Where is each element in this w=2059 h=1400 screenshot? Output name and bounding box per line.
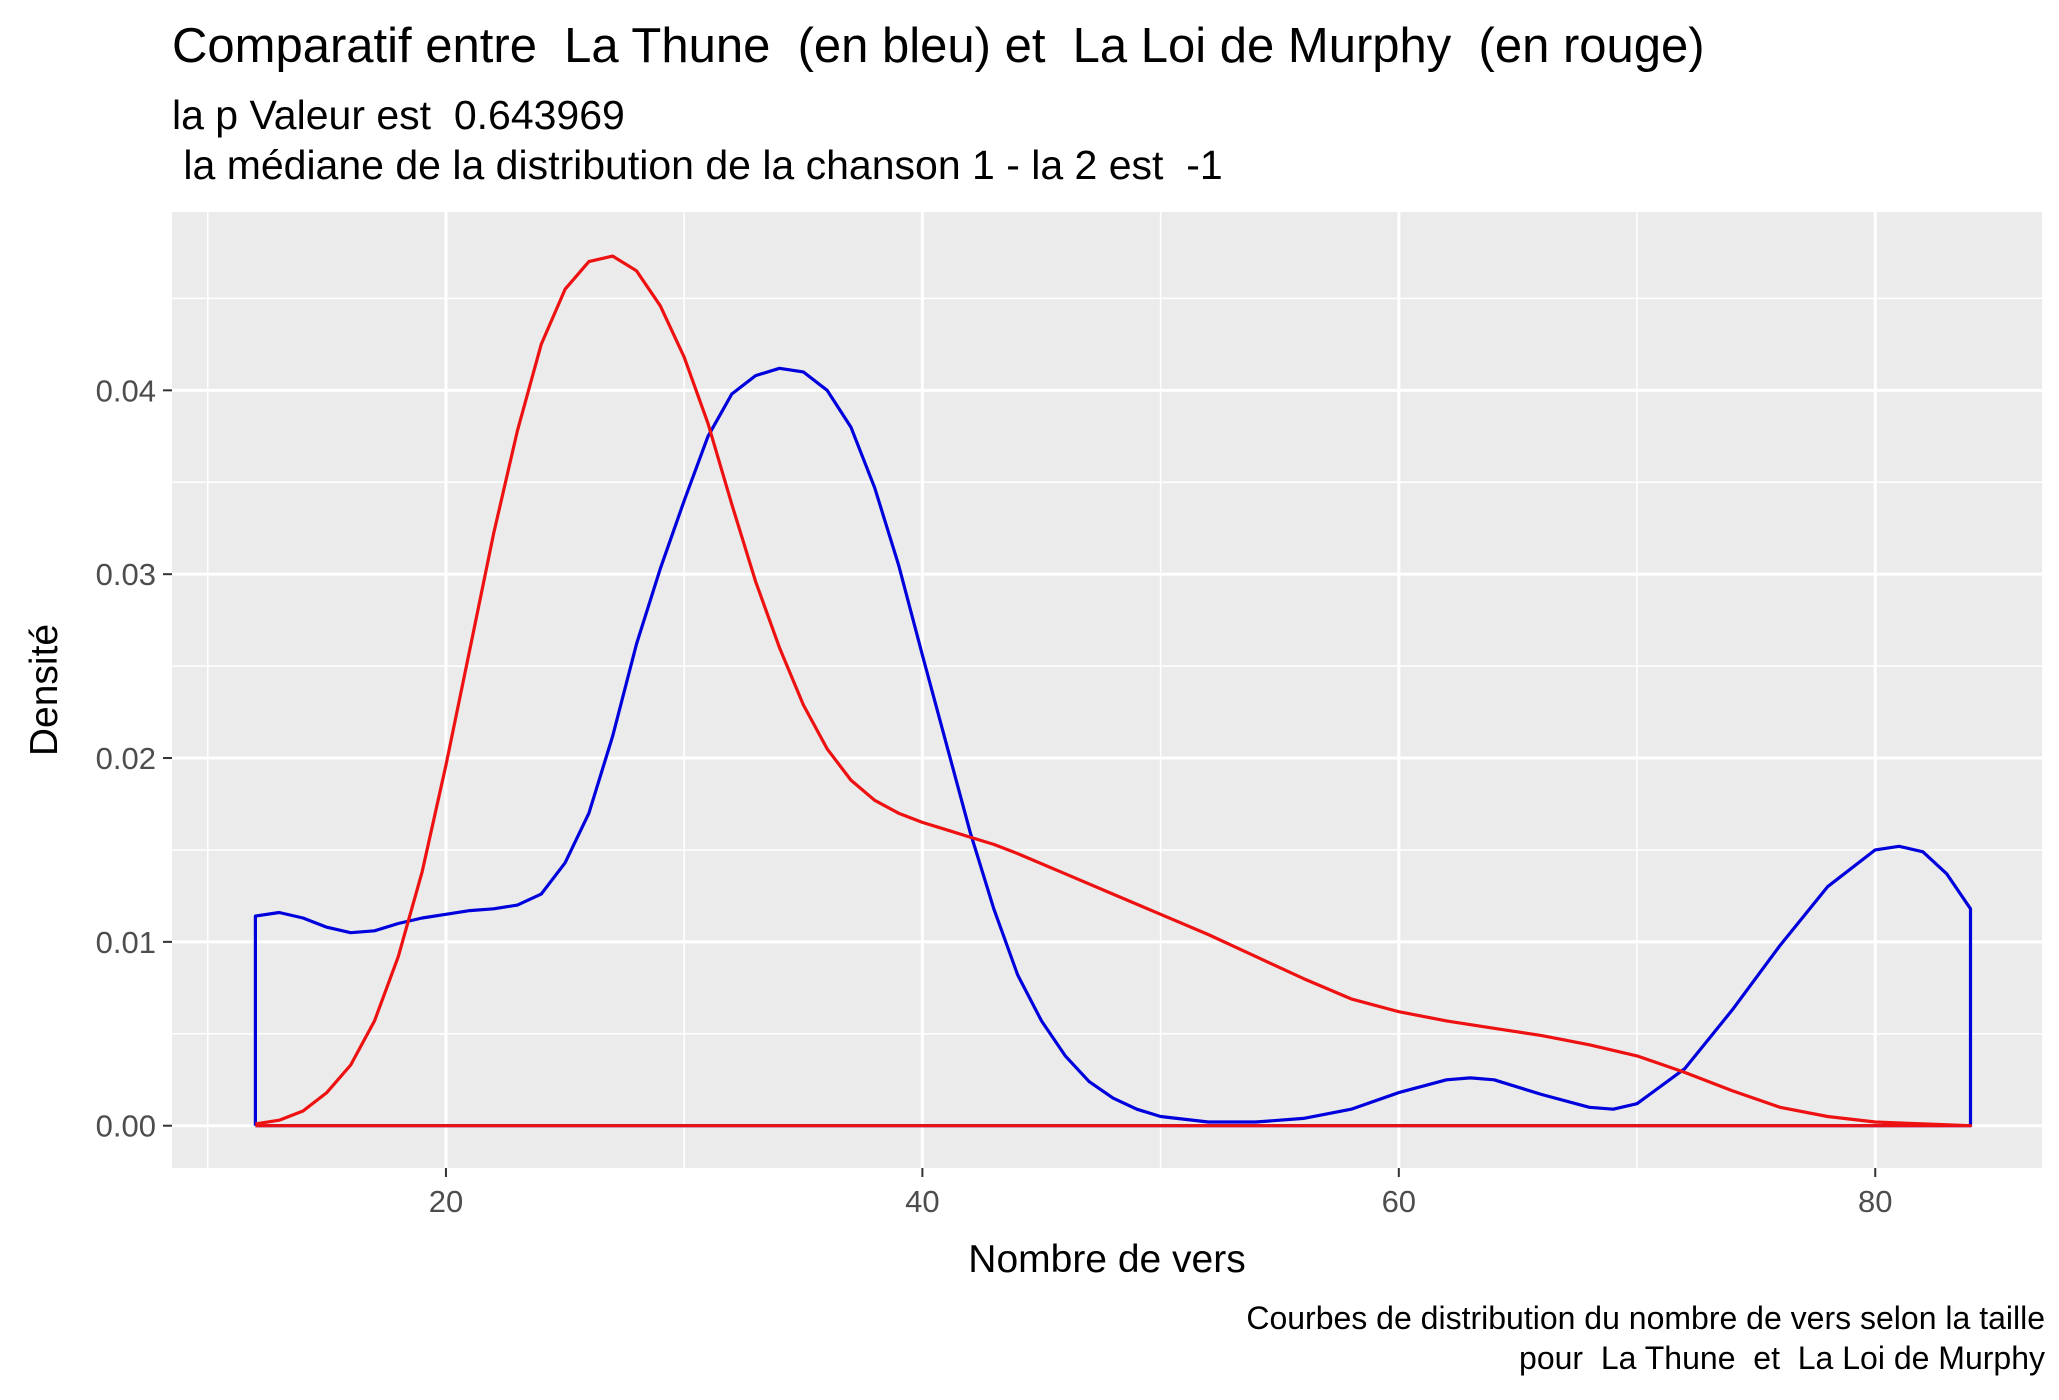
chart-subtitle-median: la médiane de la distribution de la chan…	[172, 142, 1223, 188]
y-axis-label: Densité	[23, 624, 66, 756]
x-axis-label: Nombre de vers	[968, 1238, 1245, 1281]
chart-caption-line-1: Courbes de distribution du nombre de ver…	[1246, 1300, 2045, 1336]
chart-caption-line-2: pour La Thune et La Loi de Murphy	[1519, 1340, 2045, 1376]
chart-title: Comparatif entre La Thune (en bleu) et L…	[172, 19, 1705, 73]
chart-subtitle-pvalue: la p Valeur est 0.643969	[172, 92, 625, 138]
x-tick-label: 80	[1858, 1184, 1892, 1219]
y-tick-label: 0.03	[96, 557, 156, 592]
y-tick-label: 0.01	[96, 925, 156, 960]
y-tick-label: 0.00	[96, 1109, 156, 1144]
y-tick-label: 0.04	[96, 373, 156, 408]
x-tick-label: 60	[1382, 1184, 1416, 1219]
plot-panel	[172, 212, 2042, 1168]
density-curve-2	[255, 254, 1973, 1128]
y-tick-label: 0.02	[96, 741, 156, 776]
x-axis: 20 40 60 80	[429, 1168, 1892, 1219]
density-curve-1	[253, 366, 1973, 1128]
grid-minor	[172, 212, 2042, 1168]
series-layer	[253, 254, 1973, 1128]
x-tick-label: 40	[905, 1184, 939, 1219]
x-tick-label: 20	[429, 1184, 463, 1219]
y-axis: 0.00 0.01 0.02 0.03 0.04	[96, 373, 172, 1144]
